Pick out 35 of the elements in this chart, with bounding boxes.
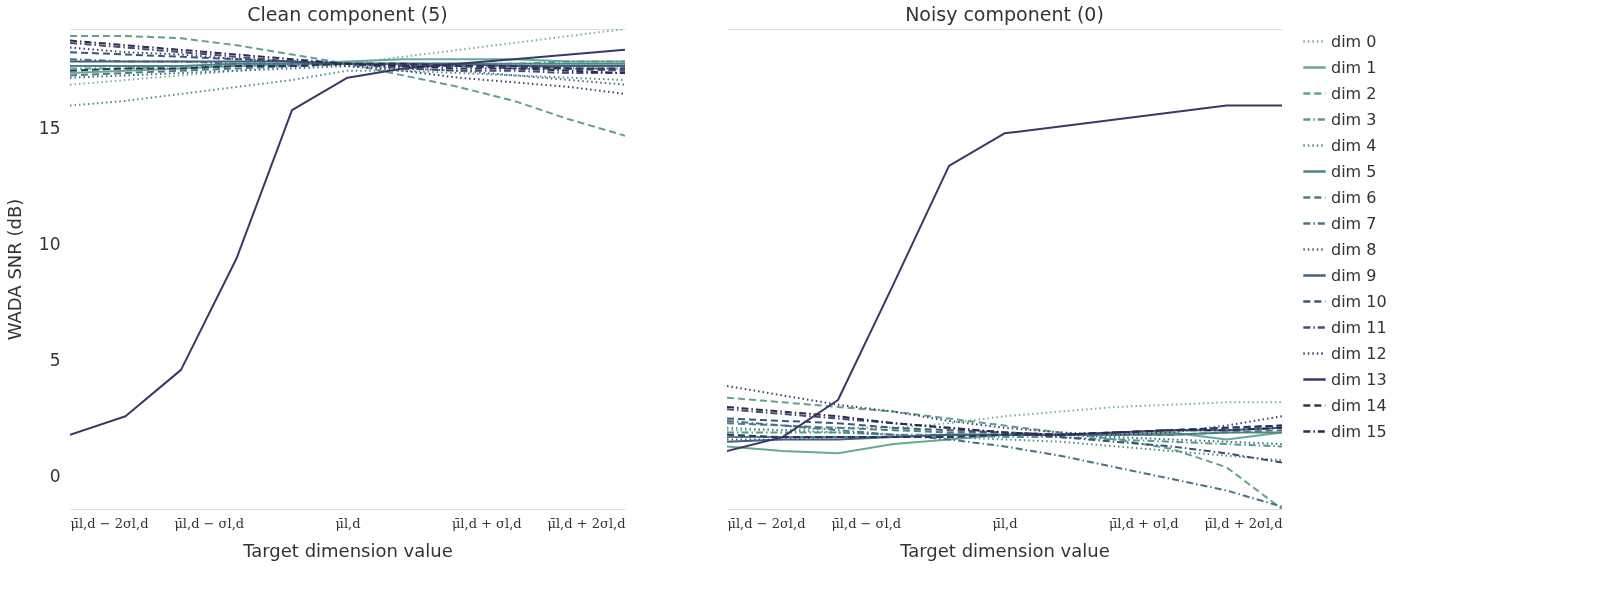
- legend-label: dim 3: [1331, 109, 1377, 129]
- legend-label: dim 10: [1331, 291, 1387, 311]
- y-axis-title: WADA SNR (dB): [3, 198, 25, 341]
- x-tick-label: μ̄l,d + 2σl,d: [547, 515, 626, 531]
- legend-label: dim 15: [1331, 421, 1387, 441]
- chart-title: Clean component (5): [247, 3, 448, 25]
- legend-label: dim 4: [1331, 135, 1377, 155]
- legend-label: dim 13: [1331, 369, 1387, 389]
- legend-label: dim 11: [1331, 317, 1387, 337]
- legend-label: dim 9: [1331, 265, 1377, 285]
- y-tick-label: 5: [49, 350, 61, 371]
- chart-title: Noisy component (0): [905, 3, 1104, 25]
- x-tick-label: μ̄l,d − 2σl,d: [727, 515, 806, 531]
- y-tick-label: 10: [38, 234, 61, 255]
- legend-label: dim 7: [1331, 213, 1377, 233]
- y-tick-label: 0: [49, 466, 61, 487]
- y-tick-label: 15: [38, 118, 61, 139]
- x-tick-label: μ̄l,d: [335, 515, 361, 531]
- x-axis-title: Target dimension value: [899, 539, 1110, 561]
- legend-label: dim 14: [1331, 395, 1387, 415]
- x-tick-label: μ̄l,d − σl,d: [174, 515, 245, 531]
- x-axis-title: Target dimension value: [242, 539, 453, 561]
- x-tick-label: μ̄l,d + 2σl,d: [1204, 515, 1283, 531]
- x-tick-label: μ̄l,d − σl,d: [831, 515, 902, 531]
- legend-label: dim 5: [1331, 161, 1377, 181]
- legend-label: dim 8: [1331, 239, 1377, 259]
- legend-label: dim 0: [1331, 31, 1377, 51]
- x-tick-label: μ̄l,d − 2σl,d: [70, 515, 149, 531]
- legend-label: dim 12: [1331, 343, 1387, 363]
- x-tick-label: μ̄l,d + σl,d: [451, 515, 522, 531]
- legend-label: dim 1: [1331, 57, 1377, 77]
- legend-label: dim 6: [1331, 187, 1377, 207]
- legend-label: dim 2: [1331, 83, 1377, 103]
- x-tick-label: μ̄l,d: [992, 515, 1018, 531]
- x-tick-label: μ̄l,d + σl,d: [1108, 515, 1179, 531]
